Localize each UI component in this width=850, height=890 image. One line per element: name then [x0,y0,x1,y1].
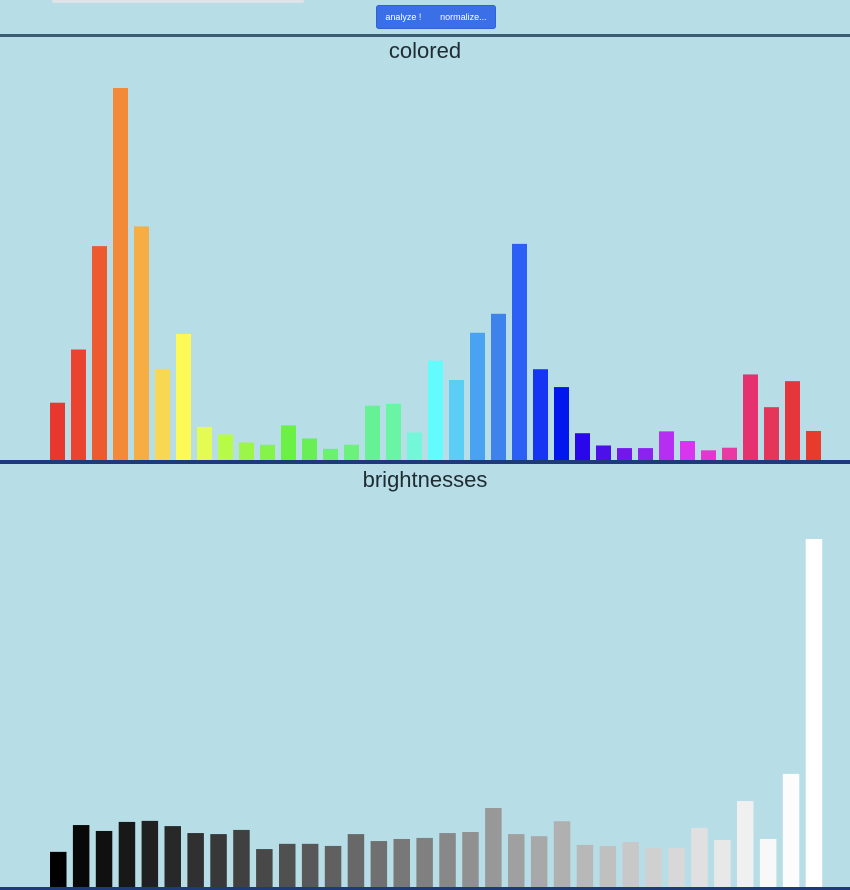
brightness-bar-0 [50,851,67,887]
brightness-bar-31 [759,838,777,887]
colored-bar-32 [722,447,737,460]
colored-bar-1 [71,349,86,460]
brightness-bar-10 [279,843,296,887]
colored-bar-3 [113,88,128,460]
colored-bar-11 [281,425,296,460]
colored-bar-34 [764,407,779,460]
brightness-bar-12 [324,845,342,887]
brightness-bar-17 [439,833,456,887]
brightness-chart-title: brightnesses [362,467,488,492]
brightness-bar-5 [164,826,181,887]
colored-bar-33 [743,374,758,460]
brightness-bar-2 [95,830,113,887]
colored-bar-21 [491,313,506,460]
brightness-bar-9 [256,849,273,887]
normalize-button[interactable]: normalize... [437,12,490,22]
brightness-bar-3 [118,821,136,887]
colored-bar-0 [50,402,65,460]
brightness-bar-29 [714,840,731,887]
colored-bar-36 [806,430,821,460]
colored-bar-6 [176,333,191,460]
colored-bar-29 [659,431,674,460]
brightness-bar-23 [576,844,594,887]
colored-bar-16 [386,403,401,460]
brightness-bar-21 [530,836,548,887]
colored-bar-7 [197,426,212,460]
colored-bar-10 [260,444,275,460]
brightness-bar-14 [370,841,388,887]
colored-bar-23 [533,369,548,460]
colored-bar-28 [638,448,653,460]
brightness-bar-27 [668,848,685,887]
brightness-bar-18 [462,832,479,887]
colored-bar-12 [302,438,317,460]
colored-bar-27 [617,448,632,460]
colored-bar-30 [680,441,695,460]
brightness-bar-22 [553,821,571,887]
brightness-bar-8 [233,829,250,887]
url-input[interactable] [52,0,304,3]
colored-bar-13 [323,448,338,460]
analyze-button[interactable]: analyze ! [382,12,424,22]
brightness-bar-13 [347,834,365,887]
brightness-bar-32 [782,773,800,887]
brightness-bar-28 [691,827,708,887]
brightness-bar-19 [485,808,502,887]
colored-chart-title: colored [388,38,462,63]
colored-bar-9 [239,442,254,460]
colored-bar-18 [428,360,443,460]
colored-bar-25 [575,433,590,460]
brightness-bar-6 [187,833,204,887]
colored-bar-15 [365,405,380,460]
brightness-baseline [0,887,850,890]
brightness-bar-1 [72,825,90,887]
toolbar: analyze ! normalize... [376,5,496,29]
brightness-bar-4 [141,820,159,887]
colored-baseline [0,460,850,464]
colored-bar-5 [155,368,170,460]
colored-bar-26 [596,445,611,460]
brightness-bar-15 [393,838,410,887]
brightness-bar-16 [416,837,433,887]
brightness-bar-7 [210,834,227,887]
colored-bar-14 [344,444,359,460]
brightness-bar-20 [508,834,525,887]
colored-bar-35 [785,381,800,460]
colored-bar-19 [449,380,464,460]
brightness-bar-33 [805,539,823,887]
top-divider [0,34,850,37]
colored-bar-17 [407,432,422,460]
colored-bar-24 [554,387,569,460]
colored-bar-22 [512,243,527,460]
brightness-bar-11 [301,843,319,887]
brightness-bar-25 [622,842,639,887]
brightness-bar-26 [645,848,662,887]
colored-bar-8 [218,434,233,460]
brightness-bar-24 [599,845,617,887]
colored-bar-4 [134,226,149,460]
brightness-bar-30 [737,801,754,887]
colored-chart [0,88,850,464]
colored-bar-20 [470,332,485,460]
colored-bar-31 [701,450,716,460]
colored-bar-2 [92,246,107,460]
